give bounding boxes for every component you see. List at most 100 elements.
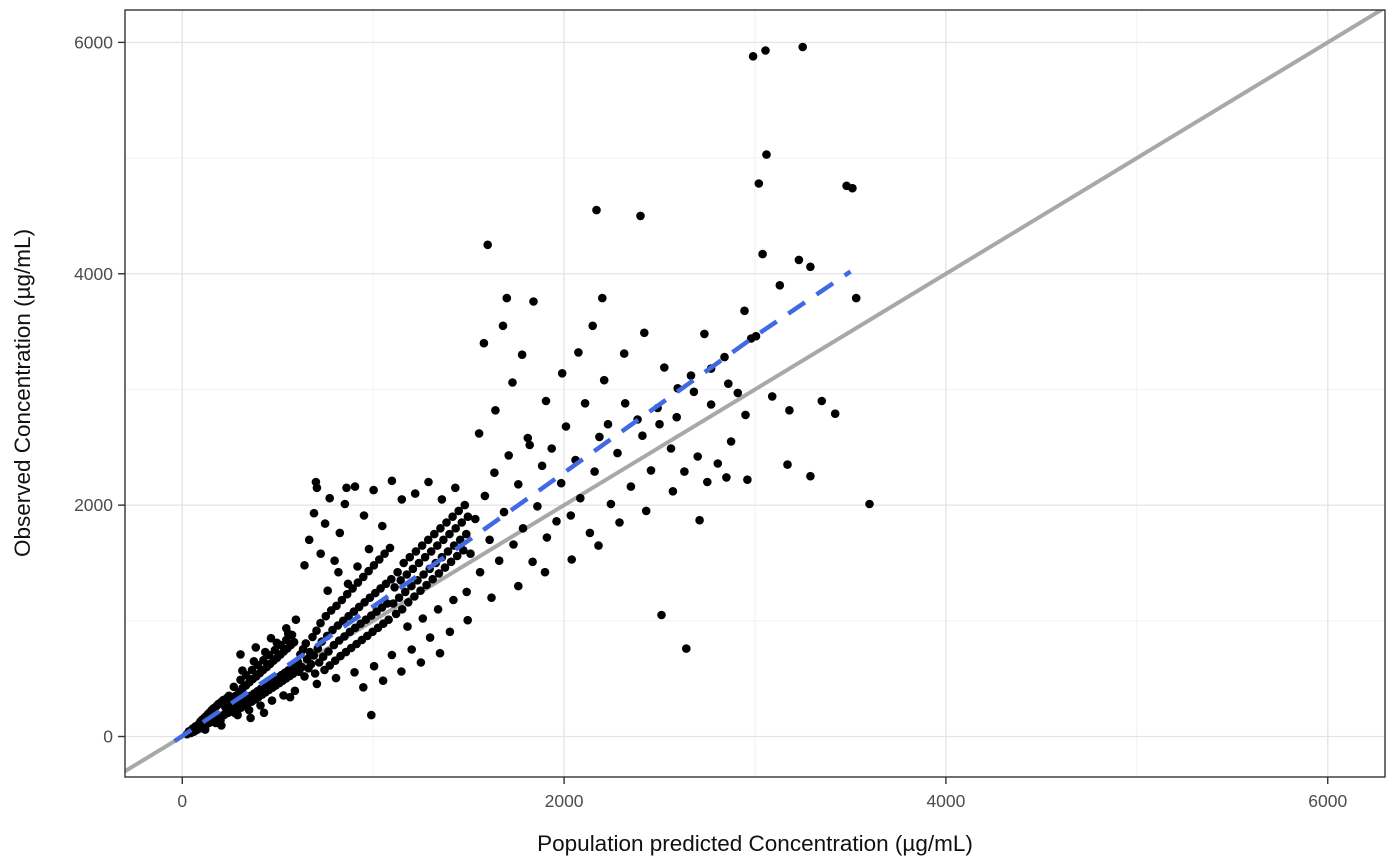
data-point	[337, 595, 347, 605]
data-point	[359, 572, 368, 582]
data-point	[434, 569, 444, 578]
data-point	[754, 179, 764, 188]
data-point	[353, 578, 363, 587]
data-point	[424, 477, 433, 487]
data-point	[487, 593, 496, 602]
data-point	[394, 593, 404, 602]
data-point	[249, 657, 259, 666]
data-point	[576, 493, 585, 503]
data-point	[430, 529, 439, 539]
data-point	[479, 338, 489, 348]
data-point	[312, 679, 322, 689]
data-point	[585, 528, 595, 538]
data-point	[619, 349, 629, 358]
data-point	[261, 647, 270, 657]
data-point	[657, 610, 666, 620]
data-point	[433, 605, 443, 614]
data-point	[425, 633, 435, 642]
data-point	[323, 586, 333, 595]
data-point	[445, 627, 455, 637]
data-point	[504, 451, 513, 460]
data-point	[620, 399, 630, 408]
data-point	[419, 570, 428, 579]
data-point	[626, 482, 636, 491]
data-point	[229, 682, 239, 692]
data-point	[300, 672, 309, 681]
data-point	[343, 579, 353, 589]
data-point	[369, 561, 379, 570]
data-point	[310, 669, 320, 678]
data-point	[251, 643, 261, 652]
data-point	[300, 561, 309, 570]
data-point	[783, 460, 792, 469]
data-point	[270, 645, 280, 655]
data-point	[401, 587, 410, 597]
data-point	[474, 429, 484, 438]
data-point	[309, 508, 319, 518]
data-point	[387, 574, 396, 584]
data-point	[414, 558, 424, 568]
data-point	[660, 363, 669, 372]
data-point	[320, 519, 330, 528]
data-point	[290, 686, 300, 696]
data-point	[706, 400, 716, 409]
data-point	[297, 662, 307, 672]
identity-line	[125, 10, 1385, 774]
data-point	[378, 521, 387, 531]
data-point	[502, 293, 512, 303]
x-tick-label: 6000	[1308, 791, 1347, 811]
y-axis-title: Observed Concentration (µg/mL)	[10, 229, 35, 557]
data-point	[457, 518, 467, 527]
data-point	[848, 183, 857, 193]
data-point	[491, 406, 500, 415]
data-point	[301, 639, 311, 648]
data-point	[312, 626, 321, 635]
data-point	[330, 556, 339, 565]
data-point	[655, 419, 664, 429]
y-tick-label: 0	[103, 727, 113, 747]
data-point	[529, 297, 538, 306]
data-point	[422, 580, 431, 590]
data-point	[318, 652, 328, 661]
x-axis-title: Population predicted Concentration (µg/m…	[537, 831, 973, 856]
data-point	[463, 615, 473, 625]
data-point	[397, 605, 407, 614]
data-point	[259, 708, 269, 718]
data-point	[439, 535, 448, 545]
data-point	[451, 483, 460, 493]
data-point	[335, 528, 345, 538]
data-point	[590, 467, 599, 476]
data-point	[325, 493, 335, 503]
data-point	[399, 558, 409, 568]
data-point	[428, 574, 438, 584]
data-point	[364, 544, 374, 554]
data-point	[383, 599, 392, 608]
data-point	[291, 615, 301, 624]
data-point	[567, 555, 576, 564]
data-point	[598, 293, 607, 303]
data-point	[798, 42, 807, 52]
data-point	[566, 511, 576, 520]
data-point	[247, 665, 257, 675]
data-point	[416, 658, 426, 667]
data-point	[304, 535, 314, 545]
data-point	[726, 437, 736, 446]
data-point	[475, 567, 485, 577]
data-point	[238, 666, 247, 675]
data-point	[462, 529, 471, 539]
data-point	[404, 598, 413, 607]
data-point	[720, 352, 729, 362]
data-point	[636, 211, 645, 221]
data-point	[321, 611, 331, 621]
data-point	[440, 563, 450, 572]
data-point	[350, 482, 360, 491]
data-point	[547, 444, 556, 453]
data-point	[455, 535, 465, 545]
data-point	[613, 448, 622, 458]
data-point	[423, 535, 433, 545]
data-point	[542, 533, 552, 542]
data-point	[236, 675, 245, 685]
data-point	[758, 249, 767, 259]
